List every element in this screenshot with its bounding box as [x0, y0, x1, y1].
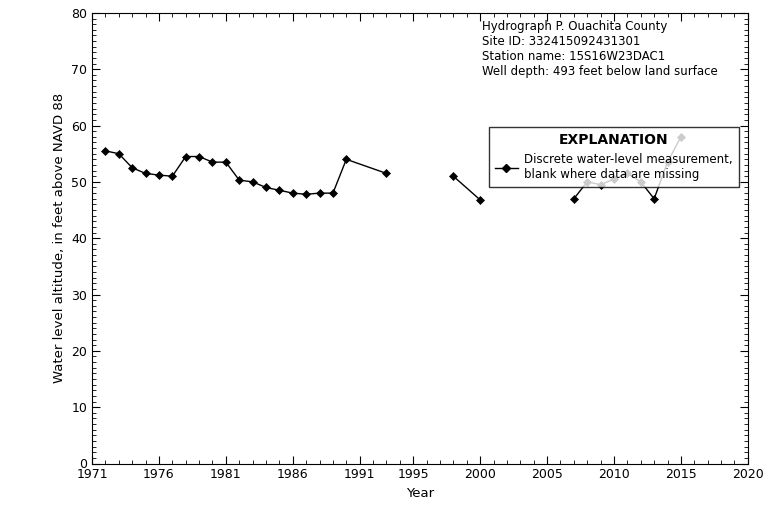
X-axis label: Year: Year	[406, 487, 434, 500]
Y-axis label: Water level altitude, in feet above NAVD 88: Water level altitude, in feet above NAVD…	[53, 93, 66, 383]
Legend: Discrete water-level measurement,
blank where data are missing: Discrete water-level measurement, blank …	[489, 127, 739, 186]
Text: Hydrograph P. Ouachita County
Site ID: 332415092431301
Station name: 15S16W23DAC: Hydrograph P. Ouachita County Site ID: 3…	[482, 20, 718, 78]
